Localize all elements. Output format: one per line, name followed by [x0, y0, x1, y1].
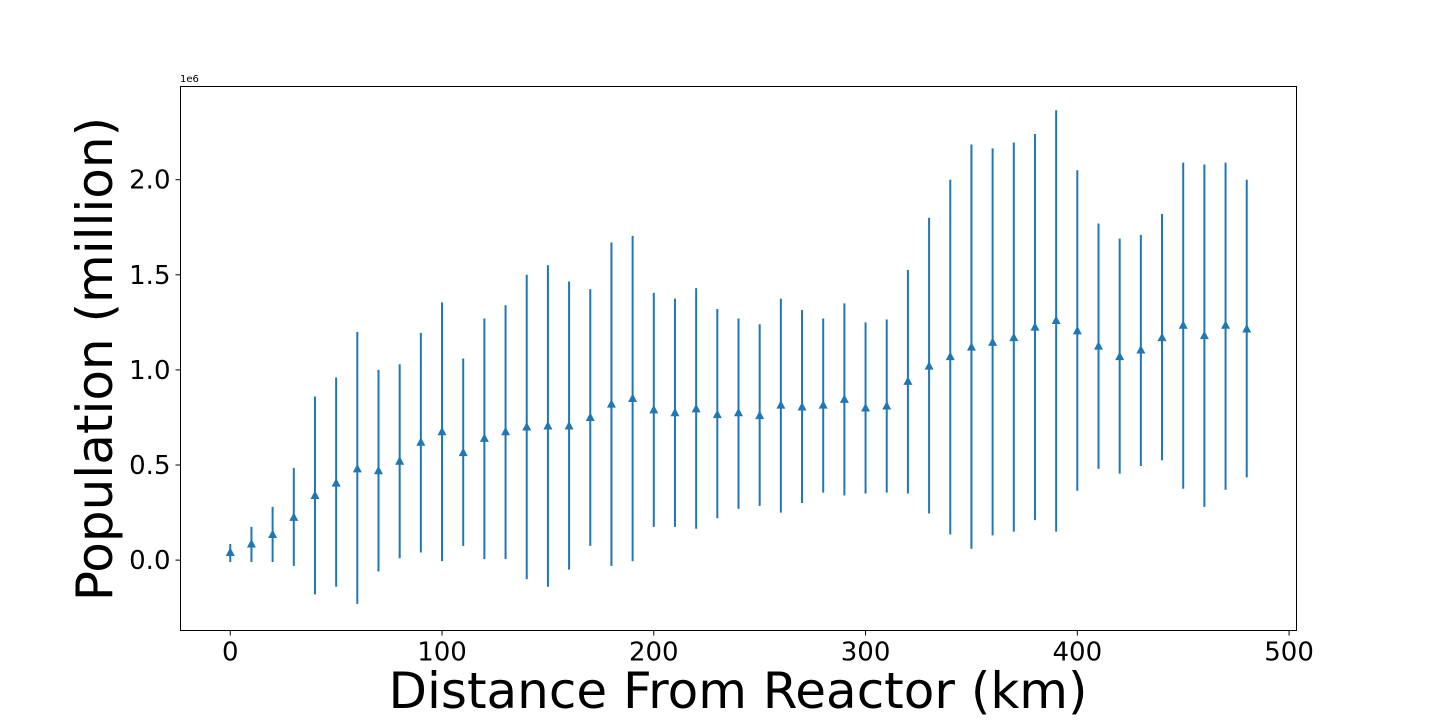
data-point-marker	[797, 402, 807, 411]
data-point-marker	[670, 407, 680, 417]
data-point-marker	[1199, 330, 1209, 340]
x-tick-label: 200	[629, 638, 679, 668]
data-point-marker	[374, 465, 383, 475]
data-point-marker	[903, 376, 913, 385]
x-tick-label: 100	[417, 638, 467, 668]
data-point-marker	[225, 547, 235, 557]
markers-layer	[225, 315, 1252, 557]
x-tick-label: 500	[1264, 638, 1314, 668]
data-point-marker	[818, 400, 828, 409]
x-tick-label: 300	[841, 638, 891, 668]
data-point-marker	[755, 410, 765, 420]
data-point-marker	[776, 400, 786, 409]
data-point-marker	[1136, 344, 1146, 354]
data-point-marker	[649, 404, 659, 414]
data-point-marker	[1094, 341, 1103, 350]
x-axis-title: Distance From Reactor (km)	[389, 662, 1088, 720]
data-point-marker	[924, 361, 934, 370]
data-point-marker	[691, 403, 701, 413]
y-tick-label: 0.5	[129, 451, 170, 481]
data-point-marker	[564, 421, 574, 430]
data-point-marker	[1051, 315, 1061, 324]
data-point-marker	[1030, 322, 1040, 331]
data-point-marker	[1157, 332, 1167, 342]
data-point-marker	[1221, 320, 1231, 329]
data-point-marker	[945, 351, 955, 361]
data-point-marker	[395, 456, 405, 465]
data-point-marker	[966, 342, 976, 351]
data-point-marker	[246, 538, 256, 548]
data-point-marker	[606, 399, 616, 408]
data-point-marker	[988, 337, 998, 346]
data-point-marker	[501, 426, 511, 436]
data-point-marker	[416, 437, 426, 446]
data-point-marker	[543, 421, 553, 430]
y-offset-label: 1e6	[180, 74, 199, 85]
data-point-marker	[1072, 325, 1082, 335]
data-point-marker	[861, 402, 871, 412]
y-tick-label: 1.0	[129, 356, 170, 386]
x-tick-label: 0	[222, 638, 239, 668]
data-point-marker	[458, 447, 468, 457]
y-tick-label: 2.0	[129, 166, 170, 196]
data-point-marker	[882, 401, 892, 410]
y-axis: 0.0 0.5 1.0 1.5 2.0	[129, 166, 181, 576]
data-point-marker	[1178, 320, 1188, 329]
data-point-marker	[310, 490, 320, 499]
y-axis-title: Population (million)	[66, 117, 124, 601]
data-point-marker	[734, 407, 743, 417]
data-point-marker	[1009, 332, 1019, 342]
data-point-marker	[437, 426, 447, 436]
data-point-marker	[585, 412, 595, 421]
x-axis: 0 100 200 300 400 500	[222, 630, 1314, 668]
data-point-marker	[1115, 351, 1125, 361]
data-point-marker	[331, 478, 341, 487]
x-tick-label: 400	[1053, 638, 1103, 668]
data-point-marker	[1242, 324, 1252, 333]
data-point-marker	[712, 409, 722, 419]
data-point-marker	[268, 529, 278, 538]
y-tick-label: 0.0	[129, 546, 170, 576]
data-point-marker	[839, 394, 849, 403]
data-point-marker	[352, 463, 362, 473]
data-point-marker	[628, 393, 638, 402]
data-point-marker	[479, 433, 489, 442]
data-point-marker	[522, 421, 532, 431]
data-point-marker	[289, 512, 299, 521]
y-tick-label: 1.5	[129, 261, 170, 291]
